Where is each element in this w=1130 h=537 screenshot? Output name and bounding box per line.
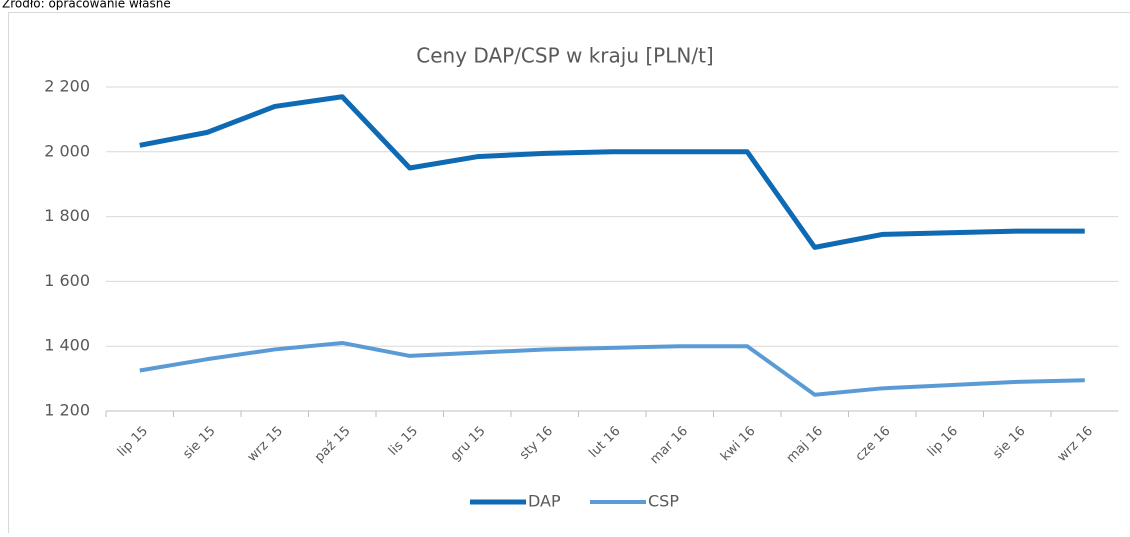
source-note: Źródło: opracowanie własne <box>2 0 171 11</box>
x-tick-label: lip 16 <box>925 424 961 460</box>
line-series <box>140 97 1085 248</box>
x-tick-label: sty 16 <box>517 424 556 463</box>
y-tick-label: 1 600 <box>44 271 90 290</box>
x-tick-label: sie 16 <box>990 424 1028 462</box>
chart-border <box>9 13 1130 534</box>
legend-label: CSP <box>648 492 679 511</box>
legend-label: DAP <box>528 492 561 511</box>
x-tick-label: lip 15 <box>115 424 151 460</box>
x-tick-label: gru 15 <box>448 424 489 465</box>
y-tick-label: 1 200 <box>44 401 90 420</box>
line-series <box>140 343 1085 395</box>
x-tick-label: cze 16 <box>853 424 894 465</box>
x-tick-label: lis 15 <box>386 424 421 459</box>
chart-title: Ceny DAP/CSP w kraju [PLN/t] <box>416 44 713 68</box>
y-tick-label: 2 000 <box>44 141 90 160</box>
x-tick-label: maj 16 <box>784 424 826 466</box>
x-tick-label: lut 16 <box>586 424 623 461</box>
x-tick-label: wrz 16 <box>1055 424 1096 465</box>
x-tick-label: sie 15 <box>180 424 218 462</box>
x-tick-label: kwi 16 <box>718 424 759 465</box>
x-tick-label: paź 15 <box>312 424 354 466</box>
y-tick-label: 1 800 <box>44 206 90 225</box>
x-tick-label: wrz 15 <box>245 424 286 465</box>
y-tick-label: 2 200 <box>44 77 90 96</box>
y-tick-label: 1 400 <box>44 336 90 355</box>
x-tick-label: mar 16 <box>647 424 691 468</box>
